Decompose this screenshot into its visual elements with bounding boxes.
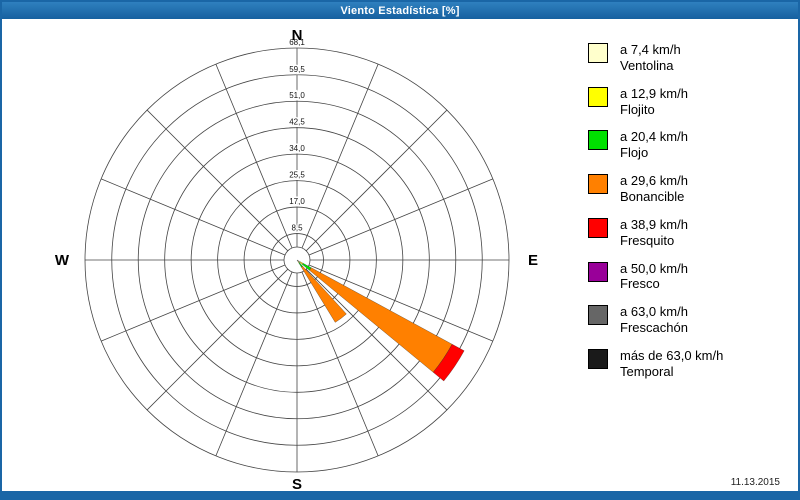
- legend-speed-label: más de 63,0 km/h: [620, 348, 724, 364]
- legend-name-label: Flojo: [620, 145, 649, 161]
- legend-item: más de 63,0 km/h Temporal: [588, 348, 723, 380]
- legend-name-label: Temporal: [620, 363, 674, 379]
- legend-name-label: Ventolina: [620, 57, 674, 73]
- wind-wedges: [296, 259, 465, 382]
- svg-text:17,0: 17,0: [289, 197, 305, 206]
- legend-item: a 20,4 km/h Flojo: [588, 129, 723, 161]
- legend-text: a 63,0 km/h Frescachón: [620, 304, 688, 336]
- footer-bar: [2, 491, 798, 498]
- legend-panel: a 7,4 km/h Ventolina a 12,9 km/h Flojito a 2…: [588, 42, 723, 380]
- legend-text: a 12,9 km/h Flojito: [620, 86, 688, 118]
- legend-color-swatch: [588, 305, 608, 326]
- legend-color-swatch: [588, 43, 608, 63]
- svg-text:59,5: 59,5: [289, 65, 305, 74]
- legend-item: a 50,0 km/h Fresco: [588, 261, 723, 293]
- svg-text:8,5: 8,5: [291, 224, 303, 233]
- window-title: Viento Estadística [%]: [340, 4, 460, 17]
- svg-text:25,5: 25,5: [289, 171, 305, 180]
- legend-text: más de 63,0 km/h Temporal: [620, 348, 723, 380]
- legend-item: a 12,9 km/h Flojito: [588, 86, 723, 118]
- legend-text: a 20,4 km/h Flojo: [620, 129, 688, 161]
- svg-text:W: W: [55, 252, 70, 269]
- svg-text:N: N: [292, 27, 303, 44]
- svg-text:51,0: 51,0: [289, 91, 305, 100]
- legend-item: a 29,6 km/h Bonancible: [588, 173, 723, 205]
- title-bar: Viento Estadística [%]: [2, 2, 798, 19]
- legend-text: a 38,9 km/h Fresquito: [620, 217, 688, 249]
- legend-item: a 38,9 km/h Fresquito: [588, 217, 723, 249]
- polar-grid: [84, 47, 510, 473]
- svg-text:S: S: [292, 476, 302, 492]
- legend-speed-label: a 7,4 km/h: [620, 42, 681, 57]
- legend-speed-label: a 50,0 km/h: [620, 260, 688, 276]
- legend-text: a 7,4 km/h Ventolina: [620, 42, 681, 74]
- legend-item: a 63,0 km/h Frescachón: [588, 304, 723, 336]
- legend-color-swatch: [588, 349, 608, 370]
- legend-color-swatch: [588, 174, 608, 195]
- legend-speed-label: a 20,4 km/h: [620, 129, 688, 145]
- legend-text: a 29,6 km/h Bonancible: [620, 173, 688, 205]
- legend-name-label: Fresquito: [620, 232, 675, 248]
- legend-text: a 50,0 km/h Fresco: [620, 261, 688, 293]
- svg-text:34,0: 34,0: [289, 144, 305, 153]
- legend-name-label: Fresco: [620, 276, 660, 292]
- svg-text:68,1: 68,1: [289, 38, 305, 47]
- legend-speed-label: a 38,9 km/h: [620, 216, 688, 232]
- legend-color-swatch: [588, 86, 608, 107]
- chart-labels: 8,5 17,0 25,5 34,0 42,5 51,0 59,5 68,1N S W E: [55, 27, 538, 492]
- legend-name-label: Bonancible: [620, 189, 685, 205]
- svg-text:E: E: [528, 252, 538, 269]
- legend-speed-label: a 63,0 km/h: [620, 304, 688, 320]
- legend-name-label: Flojito: [620, 101, 655, 117]
- date-label: 11.13.2015: [730, 477, 780, 488]
- legend-color-swatch: [588, 217, 608, 238]
- legend-color-swatch: [588, 130, 608, 151]
- svg-text:42,5: 42,5: [289, 118, 305, 127]
- legend-item: a 7,4 km/h Ventolina: [588, 42, 723, 74]
- legend-speed-label: a 12,9 km/h: [620, 85, 688, 101]
- legend-name-label: Frescachón: [620, 320, 688, 336]
- windrose-chart: 8,5 17,0 25,5 34,0 42,5 51,0 59,5 68,1N S W E: [55, 27, 538, 492]
- legend-speed-label: a 29,6 km/h: [620, 173, 688, 189]
- legend-color-swatch: [588, 261, 608, 282]
